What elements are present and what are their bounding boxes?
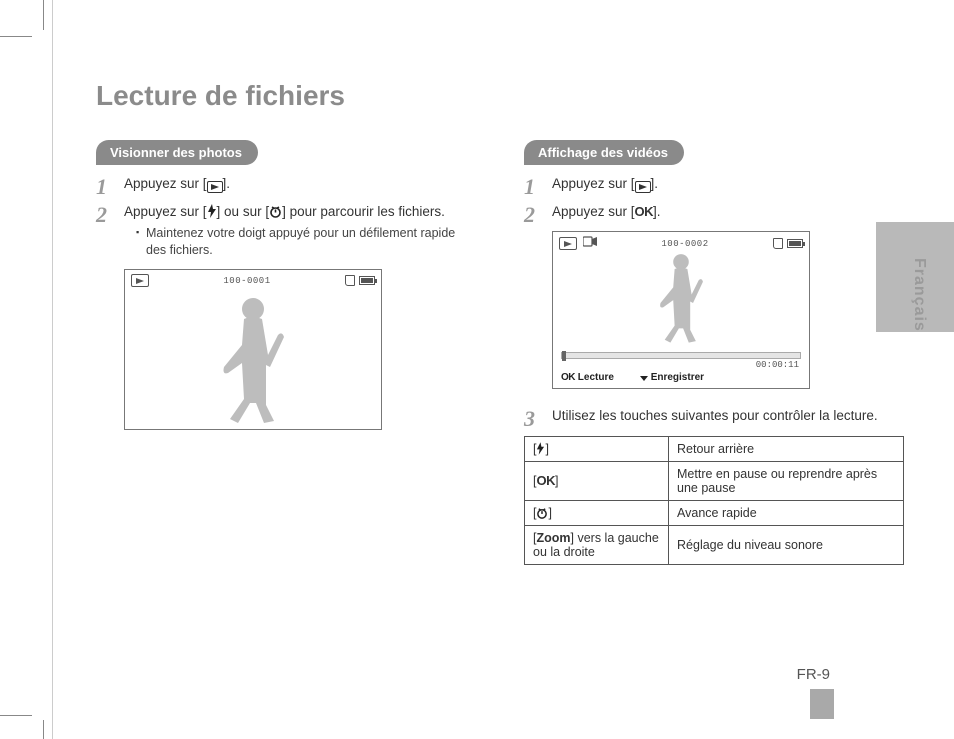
page-number: FR-9 [797, 666, 830, 683]
step-text: Appuyez sur []. [124, 176, 230, 191]
step-text: Appuyez sur []. [552, 176, 658, 191]
content-area: Lecture de fichiers Visionner des photos… [96, 80, 904, 679]
lcd-button-labels: OK Lecture Enregistrer [557, 370, 805, 386]
video-controls-area: 00:00:11 OK Lecture Enregistrer [553, 348, 809, 388]
progress-marker [562, 351, 566, 361]
sd-card-icon [773, 238, 783, 249]
thumb-index-tab [810, 689, 834, 719]
left-column: Visionner des photos 1 Appuyez sur []. 2… [96, 140, 476, 565]
file-counter: 100-0001 [223, 276, 270, 286]
margin-guide [52, 0, 53, 739]
flash-icon [536, 442, 545, 456]
battery-icon [787, 239, 803, 248]
section-heading-photos: Visionner des photos [96, 140, 258, 165]
key-cell: [Zoom] vers la gauche ou la droite [525, 525, 669, 564]
video-preview-image [553, 253, 809, 348]
photo-preview-image [125, 289, 381, 429]
down-arrow-icon [640, 374, 648, 382]
lcd-label-play: OK Lecture [561, 372, 614, 383]
video-steps: 1 Appuyez sur []. 2 Appuyez sur [OK]. [524, 175, 904, 221]
playback-icon [207, 181, 223, 193]
columns: Visionner des photos 1 Appuyez sur []. 2… [96, 140, 904, 565]
crop-mark [43, 720, 44, 739]
page-title: Lecture de fichiers [96, 80, 904, 112]
step-2: 2 Appuyez sur [OK]. [524, 203, 904, 221]
step-text: Appuyez sur [OK]. [552, 204, 661, 219]
lcd-top-left [131, 274, 149, 287]
step-3: 3 Utilisez les touches suivantes pour co… [524, 407, 904, 425]
lcd-top-right [773, 238, 803, 249]
step-text: Appuyez sur [] ou sur [] pour parcourir … [124, 204, 445, 219]
video-steps-cont: 3 Utilisez les touches suivantes pour co… [524, 407, 904, 425]
step-number: 3 [524, 404, 535, 434]
ok-icon: OK [635, 204, 654, 219]
playback-icon [635, 181, 651, 193]
key-cell: [] [525, 500, 669, 525]
step-number: 2 [524, 200, 535, 230]
crop-mark [0, 36, 32, 37]
flash-icon [207, 204, 217, 219]
manual-page: Français Lecture de fichiers Visionner d… [0, 0, 954, 739]
table-row: [Zoom] vers la gauche ou la droite Régla… [525, 525, 904, 564]
playback-mode-icon [559, 237, 577, 250]
playback-mode-icon [131, 274, 149, 287]
table-row: [] Retour arrière [525, 436, 904, 461]
lcd-topbar: 100-0002 [553, 232, 809, 253]
table-row: [] Avance rapide [525, 500, 904, 525]
photo-lcd-preview: 100-0001 [124, 269, 382, 430]
step-text: Utilisez les touches suivantes pour cont… [552, 408, 878, 423]
playback-controls-table: [] Retour arrière [OK] Mettre en pause o… [524, 436, 904, 565]
key-cell: [OK] [525, 461, 669, 500]
lcd-top-right [345, 275, 375, 286]
person-silhouette-icon [208, 295, 298, 425]
file-counter: 100-0002 [661, 239, 708, 249]
self-timer-icon [536, 506, 548, 520]
step-number: 1 [524, 172, 535, 202]
section-heading-videos: Affichage des vidéos [524, 140, 684, 165]
timecode: 00:00:11 [557, 360, 805, 370]
step-number: 1 [96, 172, 107, 202]
crop-mark [43, 0, 44, 30]
person-silhouette-icon [648, 252, 714, 344]
bullet-item: Maintenez votre doigt appuyé pour un déf… [136, 225, 476, 259]
desc-cell: Retour arrière [669, 436, 904, 461]
step-number: 2 [96, 200, 107, 230]
key-cell: [] [525, 436, 669, 461]
lcd-topbar: 100-0001 [125, 270, 381, 289]
desc-cell: Réglage du niveau sonore [669, 525, 904, 564]
crop-mark [0, 715, 32, 716]
right-column: Affichage des vidéos 1 Appuyez sur []. 2… [524, 140, 904, 565]
desc-cell: Avance rapide [669, 500, 904, 525]
table-row: [OK] Mettre en pause ou reprendre après … [525, 461, 904, 500]
battery-icon [359, 276, 375, 285]
movie-icon [583, 236, 597, 251]
lcd-top-left [559, 236, 597, 251]
zoom-label: Zoom [536, 531, 570, 545]
progress-bar [561, 352, 801, 359]
photo-steps: 1 Appuyez sur []. 2 Appuyez sur [] ou su… [96, 175, 476, 259]
desc-cell: Mettre en pause ou reprendre après une p… [669, 461, 904, 500]
sub-bullets: Maintenez votre doigt appuyé pour un déf… [124, 225, 476, 259]
self-timer-icon [269, 204, 282, 219]
sd-card-icon [345, 275, 355, 286]
step-1: 1 Appuyez sur []. [524, 175, 904, 193]
step-2: 2 Appuyez sur [] ou sur [] pour parcouri… [96, 203, 476, 259]
step-1: 1 Appuyez sur []. [96, 175, 476, 193]
lcd-label-record: Enregistrer [640, 372, 704, 383]
language-tab-label: Français [910, 258, 928, 332]
ok-icon: OK [536, 473, 555, 488]
video-lcd-preview: 100-0002 [552, 231, 810, 389]
